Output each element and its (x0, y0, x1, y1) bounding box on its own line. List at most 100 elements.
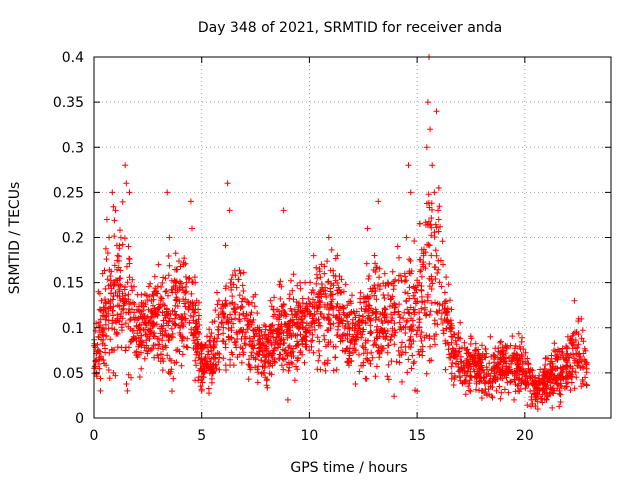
data-point (385, 376, 392, 383)
data-point (219, 337, 226, 344)
data-point (563, 362, 570, 369)
data-point (158, 323, 165, 330)
data-point (215, 314, 222, 321)
data-point (327, 267, 334, 274)
data-point (332, 273, 339, 280)
data-point (372, 306, 379, 313)
data-point (186, 319, 193, 326)
data-point (374, 335, 381, 342)
data-point (102, 299, 109, 306)
data-point (230, 320, 237, 327)
data-point (516, 364, 523, 371)
data-point (198, 387, 205, 394)
data-point (109, 317, 116, 324)
data-point (365, 275, 372, 282)
data-point (294, 357, 301, 364)
data-point (403, 277, 410, 284)
data-point (104, 276, 111, 283)
data-point (164, 189, 171, 196)
data-point (363, 355, 370, 362)
data-point (493, 369, 500, 376)
data-point (418, 273, 425, 280)
data-point (371, 292, 378, 299)
data-point (102, 296, 108, 303)
data-point (102, 321, 109, 328)
data-point (377, 325, 384, 332)
data-point (439, 320, 446, 326)
data-point (428, 215, 435, 221)
data-point (311, 326, 318, 333)
data-point (247, 312, 254, 318)
data-point (442, 309, 449, 316)
data-point (117, 313, 124, 320)
data-point (391, 320, 398, 327)
data-point (376, 265, 383, 272)
data-point (424, 99, 431, 106)
data-point (432, 275, 439, 282)
data-point (410, 360, 417, 367)
data-point (197, 383, 204, 390)
data-point (380, 292, 387, 298)
data-point (438, 316, 445, 322)
data-point (579, 327, 586, 334)
data-point (283, 350, 290, 357)
data-point (316, 352, 323, 359)
data-point (407, 333, 414, 340)
data-point (154, 306, 161, 312)
data-point (227, 356, 234, 363)
data-point (435, 266, 442, 273)
data-point (117, 234, 124, 241)
data-point (198, 373, 205, 380)
data-point (281, 340, 288, 346)
data-point (498, 338, 504, 345)
data-point (117, 267, 124, 274)
data-point (404, 306, 411, 313)
data-point (129, 336, 136, 343)
data-point (280, 301, 287, 307)
data-point (172, 312, 179, 319)
data-point (563, 383, 570, 390)
data-point (435, 184, 442, 191)
data-point (405, 356, 412, 363)
data-point (277, 351, 284, 358)
data-point (318, 293, 325, 300)
data-point (453, 352, 460, 359)
data-point (429, 162, 436, 169)
data-point (360, 350, 367, 357)
data-point (544, 392, 551, 399)
data-point (523, 381, 530, 388)
data-point (106, 375, 113, 382)
data-point (362, 375, 369, 382)
data-point (151, 273, 158, 280)
data-point (157, 351, 164, 358)
data-point (122, 162, 129, 169)
data-point (205, 348, 212, 355)
data-point (536, 372, 543, 379)
data-point (295, 304, 302, 311)
data-point (342, 281, 349, 288)
data-point (222, 303, 229, 309)
data-point (344, 302, 351, 309)
data-point (204, 351, 211, 358)
data-point (285, 344, 292, 351)
data-point (165, 292, 171, 299)
data-point (380, 280, 387, 287)
data-point (315, 304, 322, 311)
data-point (115, 282, 122, 289)
x-tick-label: 10 (301, 428, 319, 444)
data-point (494, 365, 501, 372)
data-point (110, 303, 117, 310)
data-point (133, 348, 140, 355)
data-point (112, 289, 119, 296)
data-point (497, 395, 504, 402)
data-point (431, 264, 438, 271)
data-point (359, 331, 366, 338)
y-tick-label: 0 (75, 411, 84, 427)
data-point (353, 347, 359, 354)
data-point (333, 366, 340, 373)
data-point (446, 354, 453, 361)
data-point (222, 297, 229, 304)
data-point (218, 319, 225, 326)
data-point (168, 333, 175, 340)
data-point (147, 317, 153, 324)
